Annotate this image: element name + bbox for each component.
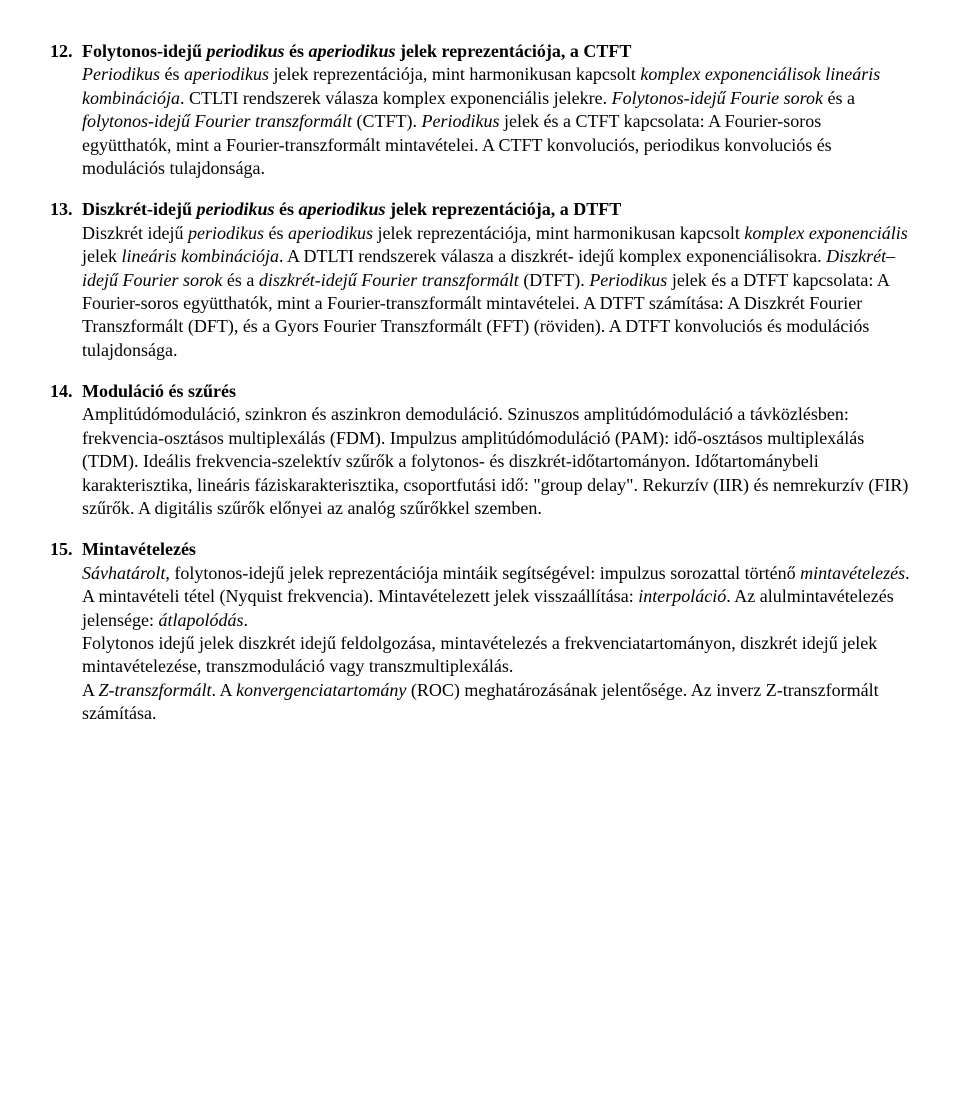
list-item: 12.Folytonos-idejű periodikus és aperiod… — [50, 40, 910, 180]
list-item: 13.Diszkrét-idejű periodikus és aperiodi… — [50, 198, 910, 362]
list-item: 15.MintavételezésSávhatárolt, folytonos-… — [50, 538, 910, 725]
item-content: MintavételezésSávhatárolt, folytonos-ide… — [82, 538, 910, 725]
item-number: 14. — [50, 380, 82, 520]
item-body: Diszkrét idejű periodikus és aperiodikus… — [82, 222, 910, 362]
item-title: Moduláció és szűrés — [82, 380, 910, 403]
numbered-list: 12.Folytonos-idejű periodikus és aperiod… — [50, 40, 910, 726]
item-content: Diszkrét-idejű periodikus és aperiodikus… — [82, 198, 910, 362]
item-number: 15. — [50, 538, 82, 725]
item-body: Periodikus és aperiodikus jelek reprezen… — [82, 63, 910, 180]
list-item: 14.Moduláció és szűrésAmplitúdómoduláció… — [50, 380, 910, 520]
item-body: Amplitúdómoduláció, szinkron és aszinkro… — [82, 403, 910, 520]
item-title: Mintavételezés — [82, 538, 910, 561]
item-body: Sávhatárolt, folytonos-idejű jelek repre… — [82, 562, 910, 726]
item-content: Moduláció és szűrésAmplitúdómoduláció, s… — [82, 380, 910, 520]
item-title: Diszkrét-idejű periodikus és aperiodikus… — [82, 198, 910, 221]
item-title: Folytonos-idejű periodikus és aperiodiku… — [82, 40, 910, 63]
item-number: 13. — [50, 198, 82, 362]
item-number: 12. — [50, 40, 82, 180]
item-content: Folytonos-idejű periodikus és aperiodiku… — [82, 40, 910, 180]
